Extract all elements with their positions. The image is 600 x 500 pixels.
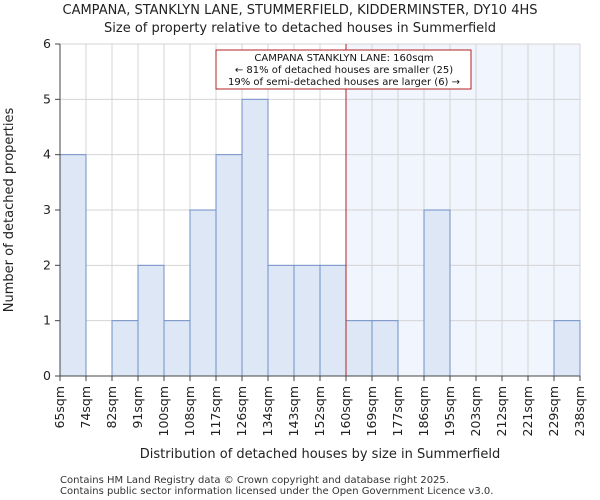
x-tick-label: 117sqm xyxy=(208,386,223,436)
bar-143sqm xyxy=(293,264,321,377)
y-axis-label: Number of detached properties xyxy=(2,108,17,313)
bar-126sqm xyxy=(241,98,269,377)
bars xyxy=(59,98,581,377)
x-tick-label: 82sqm xyxy=(104,386,119,429)
footer-line-2: Contains public sector information licen… xyxy=(60,486,493,497)
annotation-line-3: 19% of semi-detached houses are larger (… xyxy=(228,77,460,88)
chart-title: CAMPANA, STANKLYN LANE, STUMMERFIELD, KI… xyxy=(63,3,538,18)
bar-100sqm xyxy=(163,320,191,377)
x-tick-label: 91sqm xyxy=(130,386,145,429)
bar-134sqm xyxy=(267,264,295,377)
x-tick-label: 169sqm xyxy=(364,386,379,436)
x-tick-label: 134sqm xyxy=(260,386,275,436)
x-tick-label: 203sqm xyxy=(468,386,483,436)
x-tick-label: 238sqm xyxy=(572,386,587,436)
bar-82sqm xyxy=(111,320,139,377)
x-tick-label: 195sqm xyxy=(442,386,457,436)
x-tick-label: 229sqm xyxy=(546,386,561,436)
x-tick-label: 143sqm xyxy=(286,386,301,436)
x-tick-label: 177sqm xyxy=(390,386,405,436)
x-tick-label: 74sqm xyxy=(78,386,93,429)
annotation-line-1: CAMPANA STANKLYN LANE: 160sqm xyxy=(254,53,433,64)
x-tick-label: 152sqm xyxy=(312,386,327,436)
x-tick-label: 221sqm xyxy=(520,386,535,436)
x-tick-label: 212sqm xyxy=(494,386,509,436)
bar-169sqm xyxy=(371,320,399,377)
y-tick-label: 0 xyxy=(43,368,51,383)
y-tick-label: 1 xyxy=(43,313,51,328)
axis-ticks: 0 1 2 3 4 5 6 65sqm 74sqm 82sqm 91sqm 100sqm 108sqm 1… xyxy=(43,36,587,436)
chart-subtitle: Size of property relative to detached ho… xyxy=(104,21,496,36)
x-tick-label: 160sqm xyxy=(338,386,353,436)
annotation-line-2: ← 81% of detached houses are smaller (25… xyxy=(235,65,453,76)
x-axis-label: Distribution of detached houses by size … xyxy=(140,447,500,462)
bar-160sqm xyxy=(345,320,373,377)
bar-152sqm xyxy=(319,264,347,377)
x-tick-label: 126sqm xyxy=(234,386,249,436)
y-tick-label: 4 xyxy=(43,147,51,162)
x-tick-label: 186sqm xyxy=(416,386,431,436)
x-tick-label: 65sqm xyxy=(52,386,67,429)
annotation-box: CAMPANA STANKLYN LANE: 160sqm ← 81% of d… xyxy=(215,49,472,90)
bar-229sqm xyxy=(553,320,581,377)
y-tick-label: 5 xyxy=(43,91,51,106)
bar-117sqm xyxy=(215,154,243,377)
footer-line-1: Contains HM Land Registry data © Crown c… xyxy=(60,475,449,486)
y-tick-label: 3 xyxy=(43,202,51,217)
x-tick-label: 100sqm xyxy=(156,386,171,436)
x-tick-label: 108sqm xyxy=(182,386,197,436)
y-tick-label: 2 xyxy=(43,257,51,272)
bar-186sqm xyxy=(423,209,451,377)
bar-108sqm xyxy=(189,209,217,377)
bar-65sqm xyxy=(59,154,87,377)
y-tick-label: 6 xyxy=(43,36,51,51)
bar-91sqm xyxy=(137,264,165,377)
